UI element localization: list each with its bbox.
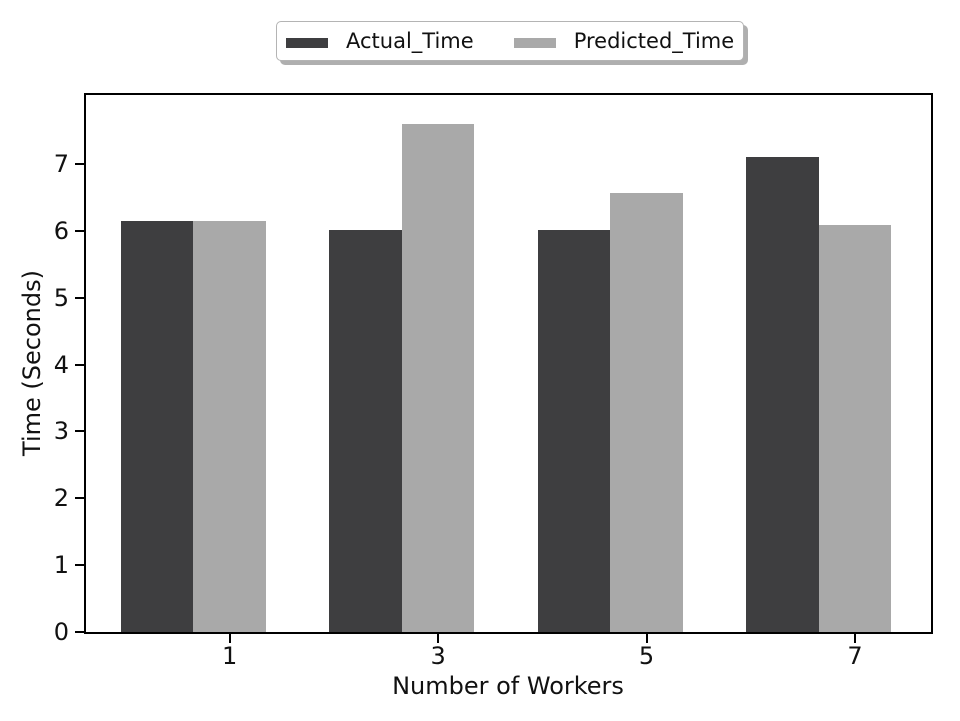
y-tick-mark-6 [75,229,84,232]
legend-label-predicted-time: Predicted_Time [573,28,735,53]
y-tick-label-1: 1 [53,551,69,580]
y-tick-label-5: 5 [53,283,69,312]
x-tick-mark-3 [437,632,440,643]
y-tick-label-7: 7 [53,149,69,178]
y-tick-label-6: 6 [53,216,69,245]
legend-swatch-actual-time [286,37,328,48]
y-tick-label-2: 2 [53,484,69,513]
y-tick-mark-0 [75,631,84,633]
x-tick-mark-7 [854,632,857,643]
y-tick-label-4: 4 [53,350,69,379]
legend-item-actual-time: Actual_Time [286,28,474,53]
x-tick-mark-5 [645,632,648,643]
x-tick-label-3: 3 [430,642,446,670]
y-tick-mark-4 [75,363,84,366]
y-tick-mark-1 [75,564,84,567]
bar-actual_time-workers-3 [329,230,402,632]
bar-predicted_time-workers-1 [193,221,266,632]
bar-predicted_time-workers-5 [610,193,683,632]
bar-actual_time-workers-7 [746,157,819,632]
bar-predicted_time-workers-3 [401,123,475,632]
y-tick-mark-2 [75,497,84,500]
y-axis-label: Time (Seconds) [18,270,46,456]
legend-swatch-predicted-time [513,37,556,48]
x-tick-label-7: 7 [847,642,863,670]
x-axis-label: Number of Workers [392,672,624,700]
y-tick-mark-5 [75,296,84,299]
legend-item-predicted-time: Predicted_Time [513,28,735,53]
x-tick-label-5: 5 [638,642,655,670]
legend-label-actual-time: Actual_Time [346,28,474,53]
y-tick-label-3: 3 [53,417,69,446]
bar-actual_time-workers-5 [537,230,611,632]
y-tick-mark-7 [75,162,84,165]
x-tick-mark-1 [228,632,231,643]
bar-predicted_time-workers-7 [818,224,892,632]
legend: Actual_Time Predicted_Time [276,21,745,61]
bar-actual_time-workers-1 [120,221,194,632]
y-tick-mark-3 [75,430,84,433]
plot-area: 0 1 2 3 4 5 6 7 1 3 5 7 [54,93,933,668]
x-tick-label-1: 1 [222,642,238,670]
y-tick-label-0: 0 [53,618,69,646]
